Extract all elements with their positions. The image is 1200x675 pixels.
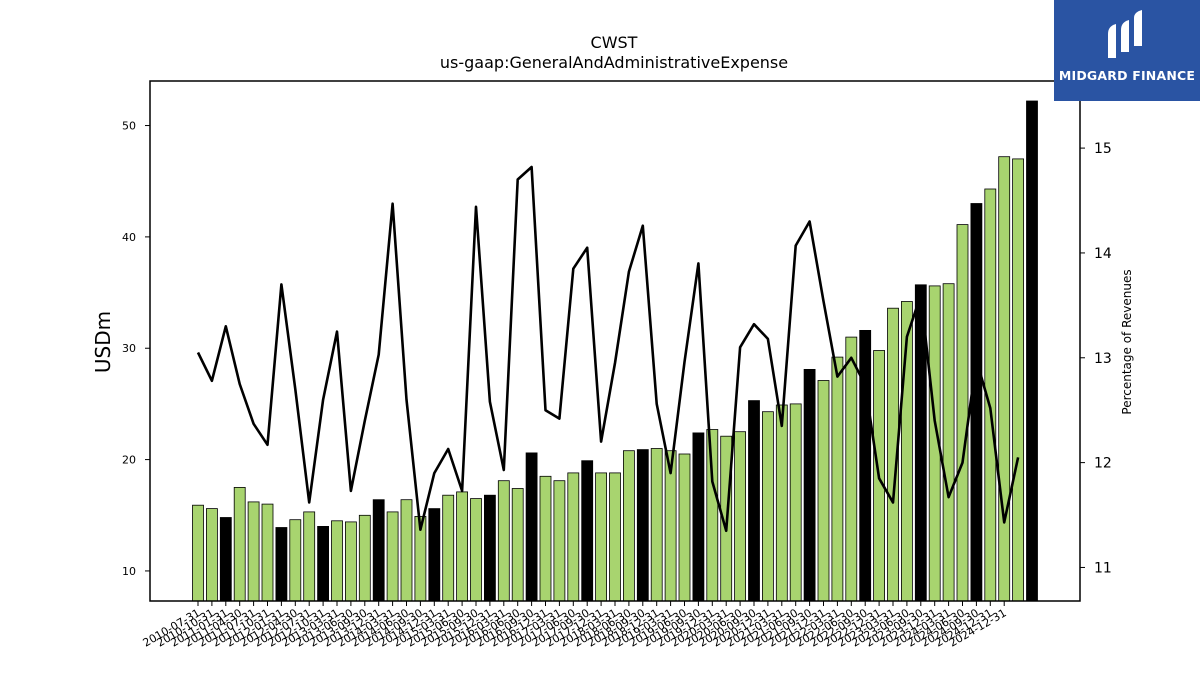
chart-subtitle: us-gaap:GeneralAndAdministrativeExpense [440, 53, 788, 72]
bar [942, 283, 955, 602]
bar [762, 411, 774, 602]
bar [789, 403, 802, 602]
bar [233, 486, 246, 602]
bar [470, 498, 482, 602]
bar [609, 472, 621, 602]
y2-axis-label: Percentage of Revenues [1120, 269, 1134, 414]
bar [442, 494, 455, 602]
bar [775, 404, 788, 602]
pct-revenue-line [196, 165, 1020, 533]
y2-tick-label: 11 [1094, 560, 1112, 576]
bar [456, 491, 469, 602]
midgard-finance-logo: MIDGARD FINANCE [1054, 0, 1200, 101]
bar [623, 450, 635, 602]
bar [372, 499, 385, 602]
y-tick-label: 40 [122, 231, 136, 244]
bar [1012, 158, 1024, 602]
bar [1026, 100, 1038, 602]
y-tick-label: 50 [122, 120, 136, 133]
bar [344, 521, 357, 602]
bar [358, 514, 371, 602]
chart-title: CWST [591, 33, 638, 52]
bar [483, 494, 496, 602]
bar [317, 526, 330, 602]
bar [275, 527, 288, 602]
bar [956, 224, 969, 602]
bar [650, 448, 663, 602]
bar [205, 508, 218, 602]
bar [831, 356, 844, 602]
bar [261, 503, 274, 602]
bar [678, 453, 691, 602]
bar [706, 429, 719, 602]
y2-tick-label: 14 [1094, 246, 1112, 262]
bar [192, 504, 204, 602]
bar [636, 449, 649, 602]
bar [748, 400, 760, 602]
bar [511, 488, 524, 602]
bar [581, 460, 594, 602]
y2-tick-label: 13 [1094, 351, 1112, 367]
bar [539, 475, 552, 602]
bar [386, 511, 399, 602]
brand-name: MIDGARD FINANCE [1058, 68, 1196, 83]
bar [803, 368, 816, 602]
y-tick-label: 10 [122, 565, 136, 578]
y2-tick-label: 12 [1094, 456, 1112, 472]
bar [400, 499, 413, 602]
bar [219, 517, 232, 602]
bar [692, 432, 705, 602]
midgard-logo-icon [1108, 10, 1142, 58]
bar [845, 336, 858, 602]
bar [998, 156, 1011, 602]
bar [525, 452, 538, 602]
bar [567, 472, 580, 602]
y-tick-label: 30 [122, 342, 136, 355]
bar [859, 329, 872, 602]
y-axis-label: USDm [91, 311, 115, 373]
bar [289, 519, 302, 602]
bar [734, 431, 746, 602]
y2-tick-label: 15 [1094, 141, 1112, 157]
bar [303, 511, 316, 602]
bar [970, 203, 983, 602]
bar [428, 508, 441, 602]
bar [247, 501, 260, 602]
bar [331, 520, 343, 602]
y-tick-label: 20 [122, 454, 136, 467]
bar [595, 472, 607, 602]
bar [497, 480, 510, 602]
bar [817, 380, 830, 602]
bar [553, 480, 566, 602]
